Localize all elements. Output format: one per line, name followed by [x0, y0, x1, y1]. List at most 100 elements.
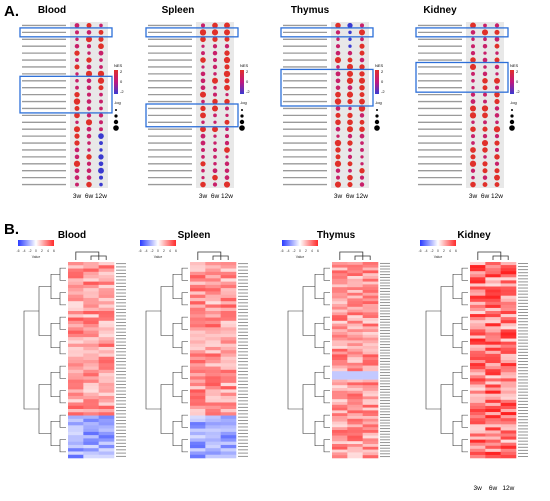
heatmap-cell [205, 307, 221, 312]
heatmap-cell [68, 353, 84, 358]
heatmap-cell [205, 297, 221, 302]
dot-mark [336, 65, 340, 69]
heatmap-cell [485, 277, 501, 281]
heatmap-cell [362, 298, 379, 302]
dot-mark [75, 120, 79, 125]
heatmap-cell [332, 290, 348, 294]
heatmap-cell [98, 294, 115, 299]
heatmap-cell [332, 295, 348, 299]
heatmap-cell [332, 455, 348, 459]
heatmap-cell [220, 379, 237, 384]
heatmap-cell [485, 436, 501, 440]
heatmap-cell [220, 311, 237, 315]
heatmap-cell [485, 366, 501, 370]
heatmap-cell [205, 275, 221, 279]
heatmap-cell [190, 337, 206, 341]
dot-mark [334, 56, 342, 64]
heatmap-cell [470, 341, 486, 345]
dot-mark [495, 51, 499, 55]
heatmap-cell [470, 424, 486, 428]
heatmap-cell [485, 381, 501, 385]
dot-mark [336, 37, 340, 42]
color-key-bar [282, 240, 318, 246]
heatmap-cell [347, 354, 363, 358]
heatmap-cell [500, 445, 517, 450]
heatmap-cell [362, 399, 379, 403]
heatmap-cell [190, 320, 206, 325]
heatmap-cell [485, 363, 501, 367]
heatmap-cell [190, 366, 206, 371]
heatmap-cell [98, 379, 115, 384]
dot-mark [359, 175, 365, 180]
heatmap-cell [190, 392, 206, 397]
dot-mark [75, 58, 79, 63]
heatmap-cell [220, 389, 237, 393]
heatmap-cell [98, 350, 115, 354]
heatmap-cell [68, 415, 84, 420]
heatmap-cell [190, 262, 206, 266]
heatmap-cell [68, 451, 84, 456]
heatmap-cell [220, 343, 237, 348]
heatmap-cell [205, 278, 221, 282]
dot-mark [225, 106, 229, 111]
heatmap-cell [485, 433, 501, 437]
heatmap-cell [83, 415, 99, 420]
dot-mark [223, 56, 231, 64]
heatmap-cell [220, 330, 237, 335]
heatmap-cell [205, 327, 221, 331]
heatmap-cell [470, 292, 486, 296]
heatmap-cell [98, 314, 115, 318]
dot-mark [494, 147, 500, 153]
dot-mark [359, 126, 365, 132]
heatmap-cell [362, 320, 379, 324]
dot-mark [483, 92, 487, 97]
heatmap-cell [190, 454, 206, 459]
dot-mark [225, 127, 229, 132]
heatmap-cell [83, 333, 99, 338]
dot-mark [201, 44, 205, 48]
color-key-tick: 4 [169, 249, 171, 253]
dot-mark [359, 64, 365, 70]
heatmap-cell [485, 393, 501, 398]
heatmap-cell [98, 438, 115, 442]
heatmap-kidney: Kidney -6 -4 -2 0 2 4 6 Value 3w 6w 12w [418, 230, 528, 492]
heatmap-cell [362, 430, 379, 434]
heatmap-cell [485, 307, 501, 312]
heatmap-cell [485, 448, 501, 453]
dot-mark [334, 181, 342, 188]
heatmap-cell [68, 379, 84, 384]
heatmap-cell [98, 454, 115, 459]
heatmap-cell [190, 395, 206, 400]
dot-mark [225, 113, 229, 118]
heatmap-cell [98, 363, 115, 367]
heatmap-cell [332, 320, 348, 324]
dot-mark [86, 57, 92, 63]
dot-mark [75, 72, 79, 76]
dot-mark [494, 161, 500, 166]
heatmap-cell [485, 353, 501, 358]
dot-mark [494, 98, 500, 105]
heatmap-cell [332, 329, 348, 333]
heatmap-cell [190, 284, 206, 289]
heatmap-cell [68, 454, 84, 459]
dot-mark [335, 168, 341, 173]
size-legend-title: -log [114, 100, 121, 105]
dot-mark [201, 176, 205, 180]
heatmap-cell [500, 332, 517, 336]
heatmap-cell [332, 390, 348, 394]
heatmap-cell [347, 343, 363, 347]
heatmap-cell [190, 363, 206, 367]
heatmap-cell [485, 329, 501, 333]
heatmap-cell [68, 441, 84, 446]
heatmap-cell [362, 441, 379, 445]
heatmap-cell [190, 402, 206, 407]
heatmap-cell [470, 393, 486, 398]
heatmap-cell [98, 448, 115, 452]
dot-mark [99, 99, 103, 104]
dot-mark [470, 126, 476, 132]
heatmap-cell [83, 412, 99, 416]
heatmap-cell [68, 422, 84, 426]
dot-mark [98, 43, 104, 50]
heatmap-cell [485, 301, 501, 306]
heatmap-cell [500, 262, 517, 266]
